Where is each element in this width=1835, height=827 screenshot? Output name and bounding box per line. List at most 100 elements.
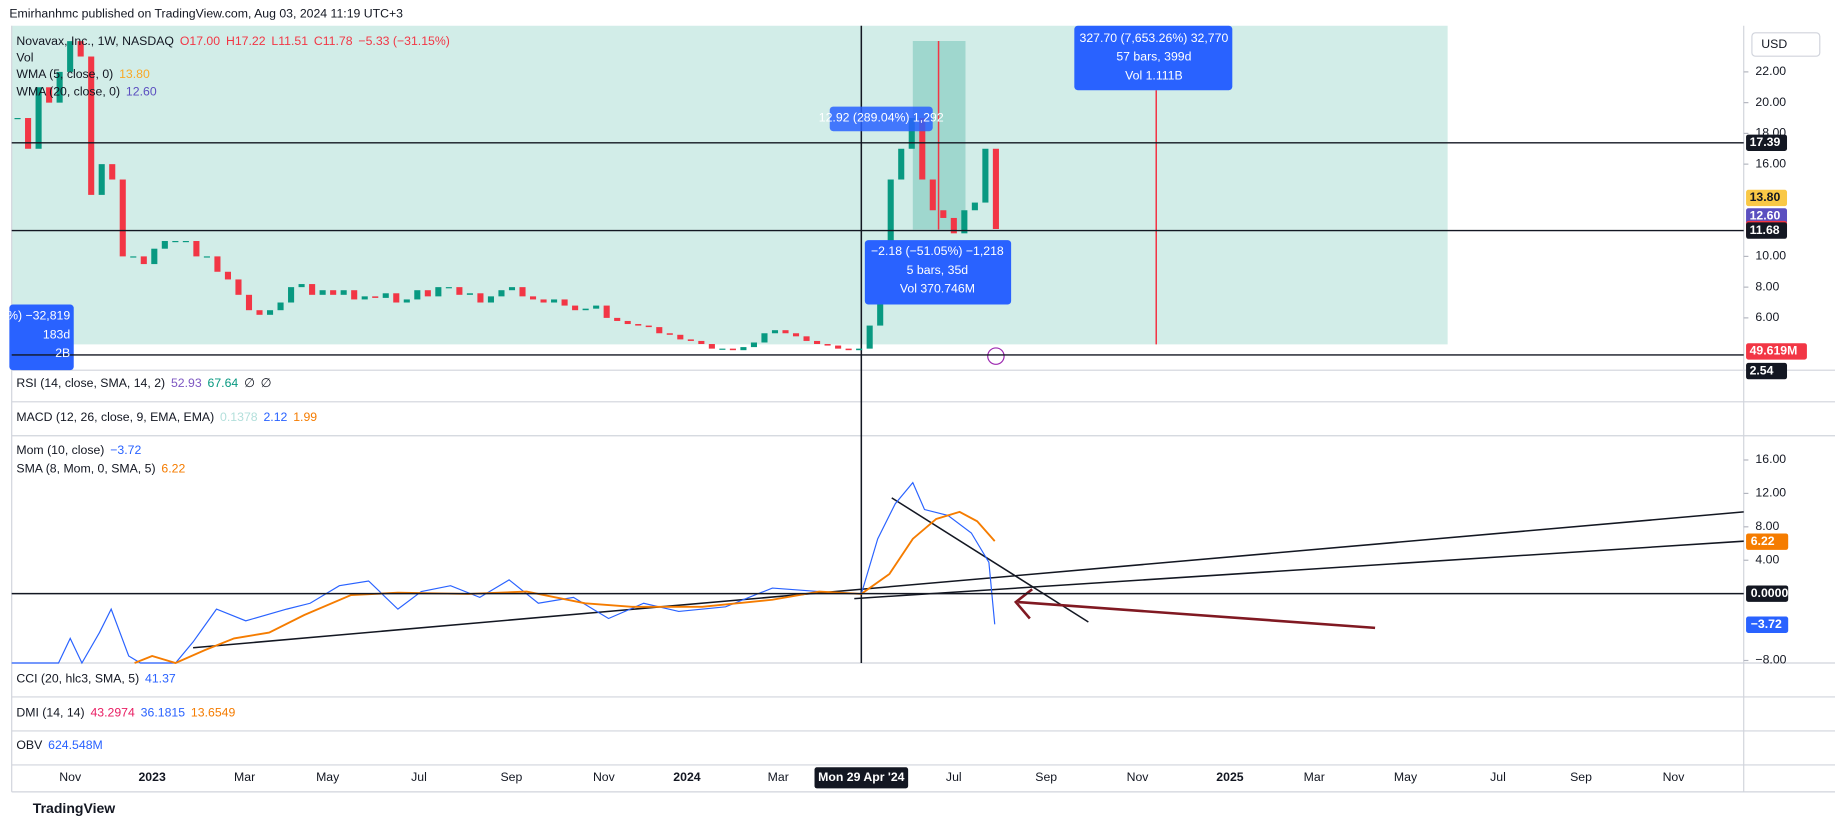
candle [340,290,347,295]
text-part: Mom (10, close) [16,443,104,457]
candle [614,317,621,321]
candle [508,287,516,291]
text-part: L11.51 [271,34,308,48]
text-part: Vol [16,51,33,65]
text-part: 624.548M [48,738,103,752]
measure-text: Vol 370.746M [900,282,975,296]
candle [982,148,989,203]
candle [771,330,779,334]
candle [351,290,358,300]
text-part: CCI (20, hlc3, SMA, 5) [16,672,139,686]
candle [498,290,505,297]
event-icon[interactable] [987,347,1005,365]
candle [961,210,968,234]
candle [67,41,74,72]
candle [687,339,694,341]
candle [119,179,126,257]
measure-text: 12.92 (289.04%) 1,292 [819,111,944,125]
x-tick-label: Sep [1570,770,1592,784]
price-tag-label: 2.54 [1750,363,1774,377]
candle [866,325,873,349]
text-part: DMI (14, 14) [16,706,84,720]
candle [814,340,821,345]
measure-box [829,106,933,132]
mom-tag [1746,616,1789,633]
candle [603,305,610,318]
text-part: ∅ [261,376,272,390]
candle [624,320,631,325]
price-tag-label: 11.68 [1750,223,1780,237]
y-tick-label: 8.00 [1755,519,1779,533]
candle [456,287,463,295]
time-cursor-box [814,767,909,789]
y-tick-label: 22.00 [1755,64,1786,78]
candle [25,118,32,149]
candle [393,293,400,303]
price-tag [1746,208,1788,225]
legend-vol: Vol [16,51,33,65]
price-tag [1746,222,1788,239]
candle [98,164,105,195]
candle [182,241,189,243]
x-tick-label: Mar [768,770,789,784]
mom-tag-label: 6.22 [1751,534,1775,548]
text-part: 43.2974 [90,706,135,720]
candle [824,344,831,346]
measure-box [9,304,74,371]
text-part: C11.78 [314,34,353,48]
x-tick-label: Sep [500,770,522,784]
mom-tag [1746,533,1789,550]
text-part: 67.64 [208,376,239,390]
measure-text: −2.18 (−51.05%) −1,218 [871,244,1004,258]
candle [445,287,452,289]
y-tick-label: 4.00 [1755,552,1779,566]
candle [172,241,179,243]
candle [88,56,95,195]
candle [929,179,936,211]
price-tag [1746,362,1788,380]
indicator-cci: CCI (20, hlc3, SMA, 5) 41.37 [16,672,176,686]
x-tick-label: Jul [1490,770,1506,784]
price-tag [1746,134,1788,151]
currency-box[interactable] [1751,32,1821,57]
text-part: −5.33 (−31.15%) [358,34,449,48]
candle [708,344,715,349]
candle [14,118,21,120]
mom-tag [1746,585,1789,602]
measure-text: 57 bars, 399d [1116,50,1191,64]
price-tag-label: 13.80 [1750,190,1781,204]
x-tick-label: Mar [1304,770,1325,784]
candle [898,148,905,180]
currency: USD [1761,37,1787,51]
text-part: 52.93 [171,376,202,390]
mom-tag-label: −3.72 [1751,617,1782,631]
text-part: MACD (12, 26, close, 9, EMA, EMA) [16,410,214,424]
indicator-obv: OBV 624.548M [16,738,102,752]
x-tick-label: Sep [1035,770,1057,784]
text-part: WMA (20, close, 0) [16,85,120,99]
legend-wma20: WMA (20, close, 0) 12.60 [16,85,156,99]
text-part: Novavax, Inc., 1W, NASDAQ [16,34,174,48]
candle [908,118,915,149]
candle [845,348,852,351]
candle [561,299,568,306]
candle [519,287,526,297]
text-part: WMA (5, close, 0) [16,67,113,81]
y-tick-label: 8.00 [1755,279,1779,293]
text-part: 2.12 [263,410,287,424]
x-tick-label: Jul [946,770,962,784]
candle [277,302,284,311]
measure-text: Vol 1.111B [1125,68,1183,82]
candle [656,327,663,334]
candle [266,310,274,315]
volume-tag [1746,343,1807,360]
candle [698,340,705,345]
candle [256,310,263,315]
candle [582,308,589,311]
price-tag [1746,189,1788,207]
text-part: 13.6549 [191,706,236,720]
y-tick-label: 6.00 [1755,310,1779,324]
x-tick-label: 2024 [673,770,700,784]
time-cursor: Mon 29 Apr '24 [818,770,905,784]
